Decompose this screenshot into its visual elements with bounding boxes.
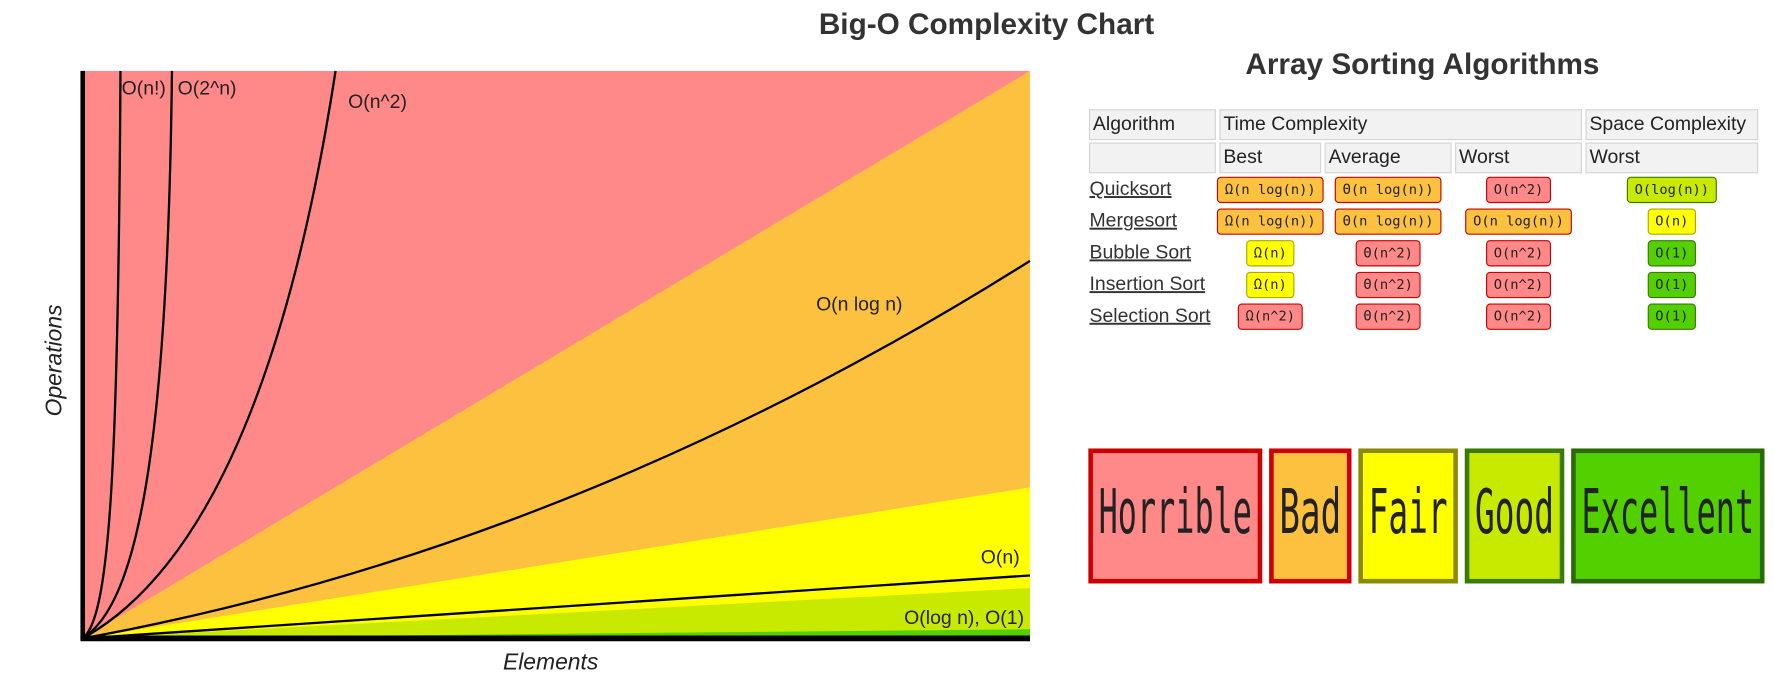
subheader-text: Average	[1329, 146, 1401, 168]
x-axis-label: Elements	[503, 649, 598, 675]
algorithm-link[interactable]: Mergesort	[1089, 210, 1177, 232]
curve	[82, 70, 174, 640]
complexity-text: O(1)	[1655, 245, 1688, 261]
subheader-text: Worst	[1589, 146, 1640, 168]
complexity-badge	[1216, 176, 1324, 204]
legend: Horrible Bad Fair Good Excellent	[1088, 448, 1765, 584]
complexity-badge	[1647, 208, 1696, 235]
header-cell	[1455, 142, 1583, 174]
complexity-text: Θ(n^2)	[1363, 277, 1413, 293]
complexity-badge	[1486, 303, 1552, 330]
complexity-text: Θ(n^2)	[1363, 309, 1413, 325]
complexity-text: O(n^2)	[1494, 309, 1544, 325]
complexity-badge	[1334, 208, 1442, 235]
complexity-text: O(n)	[1655, 214, 1688, 230]
header-cell	[1585, 142, 1759, 174]
header-cell	[1219, 109, 1583, 141]
table-title: Array Sorting Algorithms	[1245, 48, 1599, 81]
legend-text: Good	[1475, 476, 1554, 548]
legend-box	[1088, 448, 1263, 584]
curve-label: O(log n), O(1)	[904, 607, 1024, 629]
curve-label: O(n log n)	[816, 294, 902, 316]
complexity-text: O(n log(n))	[1473, 214, 1564, 230]
legend-text: Fair	[1369, 476, 1448, 548]
complexity-text: Θ(n log(n))	[1343, 214, 1434, 230]
complexity-text: O(n^2)	[1494, 182, 1544, 198]
y-axis-label: Operations	[40, 304, 66, 416]
complexity-text: Θ(n^2)	[1363, 245, 1413, 261]
header-cell	[1324, 142, 1452, 174]
legend-text: Excellent	[1581, 476, 1754, 548]
complexity-badge	[1355, 240, 1421, 267]
header-text: Time Complexity	[1223, 113, 1367, 135]
complexity-badge	[1465, 208, 1572, 235]
complexity-chart: O(n!) O(2^n) O(n^2) O(n log n) O(n) O(lo…	[40, 70, 1031, 675]
complexity-text: Ω(n^2)	[1245, 309, 1295, 325]
complexity-badge	[1355, 303, 1421, 330]
complexity-badge	[1246, 271, 1295, 299]
legend-box	[1269, 448, 1352, 584]
algorithm-link[interactable]: Selection Sort	[1089, 305, 1211, 327]
complexity-badge	[1647, 240, 1696, 267]
region-bad	[82, 70, 1031, 639]
complexity-text: Θ(n log(n))	[1343, 182, 1434, 198]
curve	[81, 70, 122, 640]
header-cell	[1088, 109, 1216, 141]
curve-label: O(n^2)	[348, 91, 407, 113]
complexity-text: Ω(n log(n))	[1225, 214, 1316, 230]
complexity-text: O(log(n))	[1635, 182, 1709, 198]
region-fair	[82, 487, 1031, 639]
legend-box	[1571, 448, 1765, 584]
complexity-badge	[1486, 240, 1552, 267]
curve	[82, 574, 1031, 640]
complexity-text: O(n^2)	[1494, 245, 1544, 261]
header-text: Space Complexity	[1589, 113, 1746, 135]
complexity-badge	[1216, 208, 1324, 235]
complexity-text: O(1)	[1655, 277, 1688, 293]
complexity-badge	[1237, 303, 1303, 330]
legend-box	[1464, 448, 1565, 584]
complexity-text: O(n^2)	[1494, 277, 1544, 293]
complexity-badge	[1334, 176, 1442, 204]
complexity-badge	[1246, 240, 1295, 267]
complexity-badge	[1647, 271, 1696, 299]
complexity-text: Ω(n)	[1254, 245, 1287, 261]
complexity-text: O(1)	[1655, 309, 1688, 325]
curve	[82, 70, 337, 640]
complexity-text: Ω(n)	[1254, 277, 1287, 293]
page-title: Big-O Complexity Chart	[819, 8, 1154, 41]
legend-box	[1358, 448, 1458, 584]
region-good	[82, 588, 1031, 639]
legend-text: Horrible	[1099, 476, 1252, 548]
sorting-table: Array Sorting Algorithms Algorithm Time C…	[1088, 48, 1759, 330]
curve-label: O(n!)	[122, 77, 166, 99]
algorithm-link[interactable]: Quicksort	[1089, 178, 1172, 200]
header-text: Algorithm	[1093, 113, 1175, 135]
header-cell	[1585, 109, 1759, 141]
complexity-badge	[1486, 176, 1552, 204]
complexity-badge	[1647, 303, 1696, 330]
curve-label: O(n)	[981, 546, 1020, 568]
subheader-text: Worst	[1459, 146, 1510, 168]
algorithm-link[interactable]: Insertion Sort	[1089, 273, 1205, 295]
algorithm-link[interactable]: Bubble Sort	[1089, 241, 1191, 263]
curve	[82, 259, 1031, 640]
header-cell	[1088, 142, 1216, 174]
complexity-badge	[1355, 271, 1421, 299]
complexity-badge	[1486, 271, 1552, 299]
legend-text: Bad	[1279, 476, 1341, 548]
complexity-text: Ω(n log(n))	[1225, 182, 1316, 198]
curve-label: O(2^n)	[178, 77, 237, 99]
complexity-badge	[1626, 176, 1717, 204]
header-cell	[1219, 142, 1322, 174]
subheader-text: Best	[1223, 146, 1262, 168]
